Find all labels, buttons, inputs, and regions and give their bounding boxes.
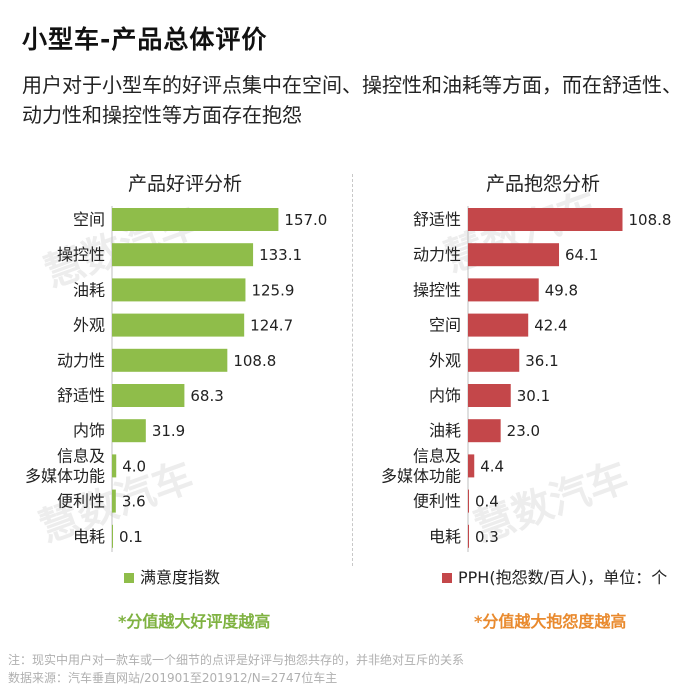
neg-value-label-5: 30.1: [517, 387, 550, 405]
pos-bar-4: [112, 348, 228, 372]
pos-category-label-8: 便利性: [57, 492, 105, 511]
pos-category-label-3: 外观: [73, 316, 105, 335]
pos-bar-7: [112, 454, 117, 478]
neg-category-label-2: 操控性: [413, 280, 461, 299]
neg-category-label-6: 油耗: [429, 421, 461, 440]
neg-bar-7: [468, 454, 475, 478]
neg-value-label-8: 0.4: [475, 493, 499, 511]
neg-bar-8: [468, 489, 469, 513]
pos-bar-0: [112, 208, 279, 231]
pos-bar-3: [112, 313, 245, 337]
pos-category-label-0: 空间: [73, 210, 105, 229]
pos-value-label-6: 31.9: [152, 422, 185, 440]
pos-bar-1: [112, 243, 254, 267]
pos-bar-6: [112, 419, 146, 443]
neg-category-label-4: 外观: [429, 351, 461, 370]
neg-legend-swatch: [442, 573, 452, 583]
page-title: 小型车-产品总体评价: [22, 25, 268, 54]
pos-bar-9: [112, 524, 113, 548]
pos-value-label-1: 133.1: [259, 246, 302, 264]
positive-note: *分值越大好评度越高: [118, 612, 271, 631]
neg-legend-label: PPH(抱怨数/百人)，单位：个: [458, 568, 667, 587]
neg-bar-9: [468, 524, 469, 548]
neg-value-label-2: 49.8: [545, 281, 578, 299]
negative-note: *分值越大抱怨度越高: [474, 612, 627, 631]
neg-category-label-3: 空间: [429, 316, 461, 335]
pos-category-label-2: 油耗: [73, 280, 105, 299]
footer-source: 数据来源：汽车垂直网站/201901至201912/N=2747位车主: [8, 671, 338, 685]
neg-bar-1: [468, 243, 560, 267]
neg-category-label-8: 便利性: [413, 492, 461, 511]
footer-note: 注：现实中用户对一款车或一个细节的点评是好评与抱怨共存的，并非绝对互斥的关系: [8, 653, 465, 667]
neg-category-label-7-1: 多媒体功能: [381, 466, 461, 485]
neg-category-label-7-0: 信息及: [413, 446, 461, 465]
neg-bar-0: [468, 208, 623, 231]
pos-value-label-4: 108.8: [233, 352, 276, 370]
neg-value-label-1: 64.1: [565, 246, 598, 264]
neg-value-label-7: 4.4: [480, 457, 504, 475]
neg-value-label-6: 23.0: [507, 422, 540, 440]
neg-value-label-9: 0.3: [475, 528, 499, 546]
neg-bar-6: [468, 419, 501, 443]
neg-category-label-5: 内饰: [429, 386, 461, 405]
pos-value-label-0: 157.0: [284, 211, 327, 229]
pos-chart-title: 产品好评分析: [128, 173, 242, 195]
pos-category-label-7-0: 信息及: [57, 446, 105, 465]
neg-value-label-0: 108.8: [628, 211, 671, 229]
pos-category-label-9: 电耗: [73, 527, 105, 546]
pos-value-label-2: 125.9: [251, 281, 294, 299]
neg-bar-4: [468, 348, 520, 372]
neg-category-label-1: 动力性: [413, 245, 461, 264]
pos-bar-8: [112, 489, 116, 513]
pos-value-label-5: 68.3: [190, 387, 223, 405]
neg-category-label-0: 舒适性: [413, 210, 461, 229]
page-subtitle: 用户对于小型车的好评点集中在空间、操控性和油耗等方面，而在舒适性、动力性和操控性…: [22, 73, 682, 127]
neg-chart-title: 产品抱怨分析: [486, 173, 600, 195]
pos-value-label-7: 4.0: [122, 457, 146, 475]
neg-category-label-9: 电耗: [429, 527, 461, 546]
pos-legend-swatch: [124, 573, 134, 583]
neg-value-label-3: 42.4: [534, 317, 567, 335]
pos-category-label-7-1: 多媒体功能: [25, 466, 105, 485]
pos-category-label-4: 动力性: [57, 351, 105, 370]
chart-divider: [352, 174, 353, 566]
pos-bar-5: [112, 384, 185, 407]
pos-value-label-8: 3.6: [122, 493, 146, 511]
neg-value-label-4: 36.1: [525, 352, 558, 370]
neg-bar-3: [468, 313, 529, 337]
pos-category-label-6: 内饰: [73, 421, 105, 440]
pos-value-label-3: 124.7: [250, 317, 293, 335]
pos-legend-label: 满意度指数: [140, 568, 220, 587]
pos-category-label-1: 操控性: [57, 245, 105, 264]
neg-bar-2: [468, 278, 539, 302]
pos-bar-2: [112, 278, 246, 302]
pos-value-label-9: 0.1: [119, 528, 143, 546]
neg-bar-5: [468, 384, 511, 407]
pos-category-label-5: 舒适性: [57, 386, 105, 405]
